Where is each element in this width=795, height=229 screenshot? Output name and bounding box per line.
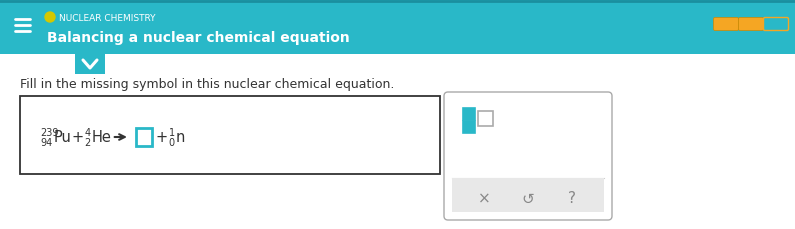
FancyBboxPatch shape xyxy=(713,18,739,31)
Bar xyxy=(463,109,475,120)
Text: ×: × xyxy=(478,191,491,206)
Text: Fill in the missing symbol in this nuclear chemical equation.: Fill in the missing symbol in this nucle… xyxy=(20,77,394,90)
Text: 94: 94 xyxy=(40,138,52,148)
Text: +: + xyxy=(156,130,168,145)
Circle shape xyxy=(45,13,55,23)
Text: Balancing a nuclear chemical equation: Balancing a nuclear chemical equation xyxy=(47,31,350,45)
FancyBboxPatch shape xyxy=(444,93,612,220)
Text: 0: 0 xyxy=(169,138,175,148)
FancyBboxPatch shape xyxy=(739,18,763,31)
Text: Pu: Pu xyxy=(53,130,72,145)
Text: 239: 239 xyxy=(40,127,59,137)
Bar xyxy=(452,178,604,212)
Bar xyxy=(478,112,493,126)
Text: ↺: ↺ xyxy=(522,191,534,206)
Text: NUCLEAR CHEMISTRY: NUCLEAR CHEMISTRY xyxy=(59,14,156,22)
Bar xyxy=(20,97,440,174)
Bar xyxy=(0,0,795,55)
Bar xyxy=(463,121,475,134)
Text: He: He xyxy=(91,130,111,145)
Text: ?: ? xyxy=(568,191,576,206)
FancyBboxPatch shape xyxy=(763,18,789,31)
Text: +: + xyxy=(71,130,83,145)
Text: n: n xyxy=(176,130,185,145)
Bar xyxy=(136,128,152,146)
Text: 1: 1 xyxy=(169,127,175,137)
Text: 4: 4 xyxy=(84,127,91,137)
Bar xyxy=(75,55,105,75)
Text: 2: 2 xyxy=(84,138,91,148)
